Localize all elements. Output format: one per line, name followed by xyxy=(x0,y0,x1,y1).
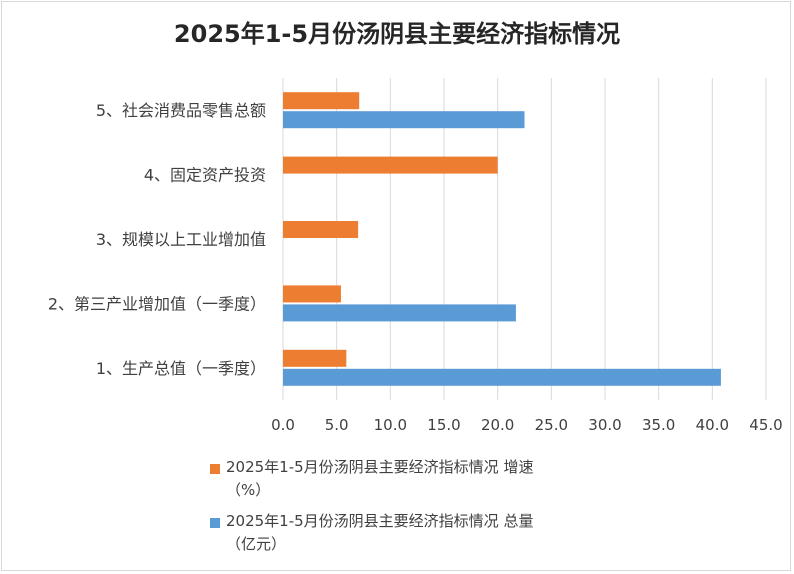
bar-growth xyxy=(283,221,359,238)
legend-swatch-total xyxy=(210,518,220,528)
chart-title: 2025年1-5月份汤阴县主要经济指标情况 xyxy=(173,20,621,48)
x-tick-label: 20.0 xyxy=(481,416,514,434)
x-tick-label: 25.0 xyxy=(535,416,568,434)
category-label: 4、固定资产投资 xyxy=(144,166,266,185)
legend-label-total-line2: （亿元） xyxy=(226,535,287,553)
legend-label-total: 2025年1-5月份汤阴县主要经济指标情况 总量 （亿元） xyxy=(226,510,626,556)
legend-item-total: 2025年1-5月份汤阴县主要经济指标情况 总量 （亿元） xyxy=(210,510,630,560)
x-tick-labels: 0.0 5.0 10.0 15.0 20.0 25.0 30.0 35.0 40.0 45.0 xyxy=(271,416,783,434)
category-label: 1、生产总值（一季度） xyxy=(96,359,266,378)
bar-growth xyxy=(283,349,347,367)
x-tick-label: 30.0 xyxy=(588,416,621,434)
bar-total xyxy=(283,111,525,129)
category-label: 5、社会消费品零售总额 xyxy=(96,101,266,120)
x-tick-label: 35.0 xyxy=(642,416,675,434)
legend-item-growth: 2025年1-5月份汤阴县主要经济指标情况 增速 （%） xyxy=(210,456,630,506)
x-tick-label: 40.0 xyxy=(696,416,729,434)
x-tick-label: 15.0 xyxy=(427,416,460,434)
category-label: 3、规模以上工业增加值 xyxy=(96,230,266,249)
legend-label-total-line1: 2025年1-5月份汤阴县主要经济指标情况 总量 xyxy=(226,512,534,530)
bar-growth xyxy=(283,285,341,303)
bar-total xyxy=(283,304,516,322)
bars xyxy=(283,92,721,386)
x-tick-label: 5.0 xyxy=(325,416,349,434)
bar-total xyxy=(283,368,721,386)
grid-lines xyxy=(282,78,767,400)
x-tick-label: 0.0 xyxy=(271,416,295,434)
category-label: 2、第三产业增加值（一季度） xyxy=(48,294,266,313)
category-labels: 1、生产总值（一季度） 2、第三产业增加值（一季度） 3、规模以上工业增加值 4、固定… xyxy=(48,101,266,378)
legend-label-growth-line2: （%） xyxy=(226,481,271,499)
x-tick-label: 45.0 xyxy=(749,416,782,434)
legend-swatch-growth xyxy=(210,464,220,474)
bar-growth xyxy=(283,92,360,110)
legend-label-growth: 2025年1-5月份汤阴县主要经济指标情况 增速 （%） xyxy=(226,456,626,502)
x-tick-label: 10.0 xyxy=(374,416,407,434)
bar-growth xyxy=(283,156,498,174)
legend-label-growth-line1: 2025年1-5月份汤阴县主要经济指标情况 增速 xyxy=(226,458,534,476)
